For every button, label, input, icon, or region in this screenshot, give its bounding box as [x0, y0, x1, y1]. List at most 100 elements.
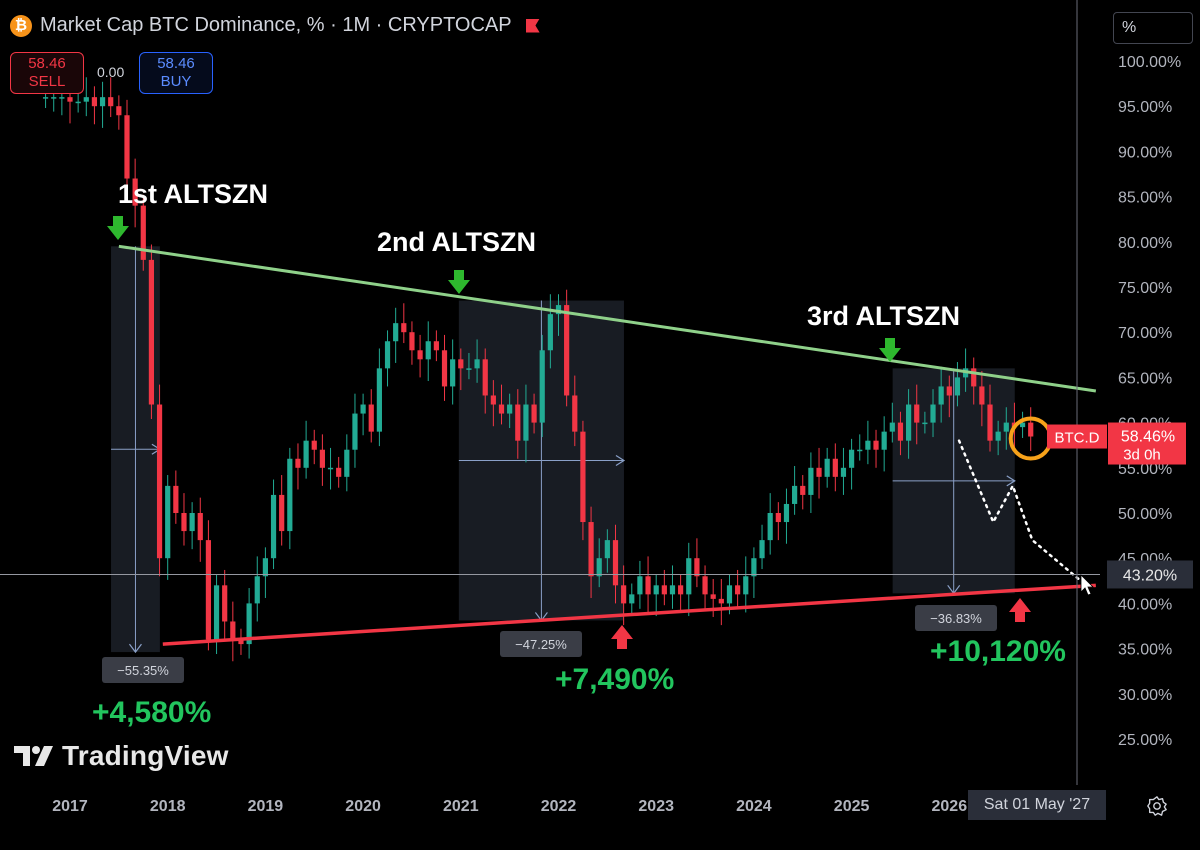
price-tag-value-box [1108, 422, 1186, 465]
candle-body [645, 576, 651, 595]
candle-body [792, 485, 798, 504]
candle-body [67, 97, 73, 102]
candle-body [726, 585, 733, 604]
candle-body [743, 576, 749, 595]
mouse-cursor-icon [1080, 574, 1094, 596]
crosshair-price-box [1107, 560, 1193, 589]
tradingview-wordmark: TradingView [62, 740, 229, 771]
candle-body [165, 485, 171, 559]
candle-body [564, 305, 570, 396]
altszn-label: 2nd ALTSZN [377, 227, 536, 257]
candle-body [621, 585, 627, 604]
candle-body [653, 585, 659, 595]
candle-body [238, 639, 244, 645]
crosshair-price-label: 43.20% [1123, 567, 1177, 584]
candle-body [59, 97, 65, 99]
candle-body [995, 431, 1001, 441]
candle-body [523, 404, 529, 441]
candle-body [759, 540, 765, 559]
candle-body [360, 404, 366, 414]
measure-label: −55.35% [117, 663, 169, 678]
unit-selector[interactable]: % [1113, 12, 1193, 44]
gain-label: +7,490% [555, 663, 674, 696]
tradingview-logo-icon [14, 746, 53, 766]
candle-body [930, 404, 936, 423]
green-down-arrow [448, 270, 470, 294]
y-tick-label: 95.00% [1118, 99, 1172, 116]
candle-body [352, 413, 358, 450]
price-tag-value: 58.46% [1121, 429, 1175, 446]
candle-body [173, 485, 179, 513]
candle-body [612, 540, 619, 586]
sell-button[interactable]: 58.46 SELL [10, 52, 84, 94]
candle-body [800, 485, 806, 495]
candle-body [881, 431, 887, 450]
candle-body [441, 350, 448, 387]
candle-body [816, 467, 822, 477]
y-tick-label: 55.00% [1118, 461, 1172, 478]
candle-body [376, 368, 382, 432]
y-tick-label: 30.00% [1118, 687, 1172, 704]
spread-value: 0.00 [97, 64, 125, 80]
candle-body [42, 97, 49, 99]
candle-body [287, 458, 293, 532]
gear-icon[interactable] [1146, 795, 1168, 817]
x-tick-label: 2024 [736, 798, 772, 815]
candle-body [783, 503, 790, 523]
candle-body [254, 576, 260, 604]
y-tick-label: 85.00% [1118, 190, 1172, 207]
candle-body [132, 178, 138, 206]
x-tick-label: 2018 [150, 798, 186, 815]
x-tick-label: 2023 [638, 798, 674, 815]
sell-price: 58.46 [28, 55, 66, 72]
candle-body [767, 513, 773, 541]
chart-header: ₿ Market Cap BTC Dominance, % · 1M · CRY… [10, 14, 540, 37]
candle-body [230, 621, 236, 640]
candle-body [450, 359, 456, 387]
symbol-title[interactable]: Market Cap BTC Dominance, % · 1M · CRYPT… [40, 14, 512, 36]
y-tick-label: 100.00% [1118, 54, 1181, 71]
buy-button[interactable]: 58.46 BUY [139, 52, 213, 94]
candle-body [498, 404, 505, 414]
candle-body [51, 97, 57, 99]
measure-label-box [915, 605, 997, 631]
candle-body [124, 115, 130, 179]
measure-label-box [500, 631, 582, 657]
candle-body [629, 594, 635, 604]
x-tick-label: 2017 [52, 798, 88, 815]
flag-icon[interactable] [525, 18, 540, 33]
candle-body [270, 494, 277, 559]
candle-body [433, 341, 439, 351]
y-tick-label: 35.00% [1118, 642, 1172, 659]
gain-label: +4,580% [92, 696, 211, 729]
candle-body [979, 386, 985, 405]
candle-body [205, 540, 212, 640]
candle-body [336, 467, 342, 477]
candle-body [344, 449, 350, 477]
green-down-arrow [107, 216, 129, 240]
price-tag-symbol: BTC.D [1055, 430, 1100, 447]
candle-body [669, 585, 676, 595]
candle-body [840, 467, 847, 477]
gain-label: +10,120% [930, 635, 1066, 668]
candle-body [189, 513, 195, 532]
candle-body [588, 522, 594, 577]
candle-body [873, 440, 879, 450]
candle-body [213, 585, 220, 640]
candle-body [303, 440, 309, 468]
candle-body [897, 422, 904, 441]
price-tag-symbol-box [1047, 424, 1107, 449]
candle-body [531, 404, 537, 423]
candle-body [832, 458, 838, 477]
measure-arrow-down [128, 643, 142, 654]
candle-body [393, 323, 399, 342]
candle-body [279, 494, 285, 532]
candle-body [922, 422, 928, 425]
candle-body [474, 359, 480, 369]
candle-body [775, 513, 781, 523]
y-tick-label: 25.00% [1118, 732, 1172, 749]
candle-body [938, 386, 944, 405]
candle-body [718, 598, 724, 604]
candle-body [889, 422, 895, 432]
